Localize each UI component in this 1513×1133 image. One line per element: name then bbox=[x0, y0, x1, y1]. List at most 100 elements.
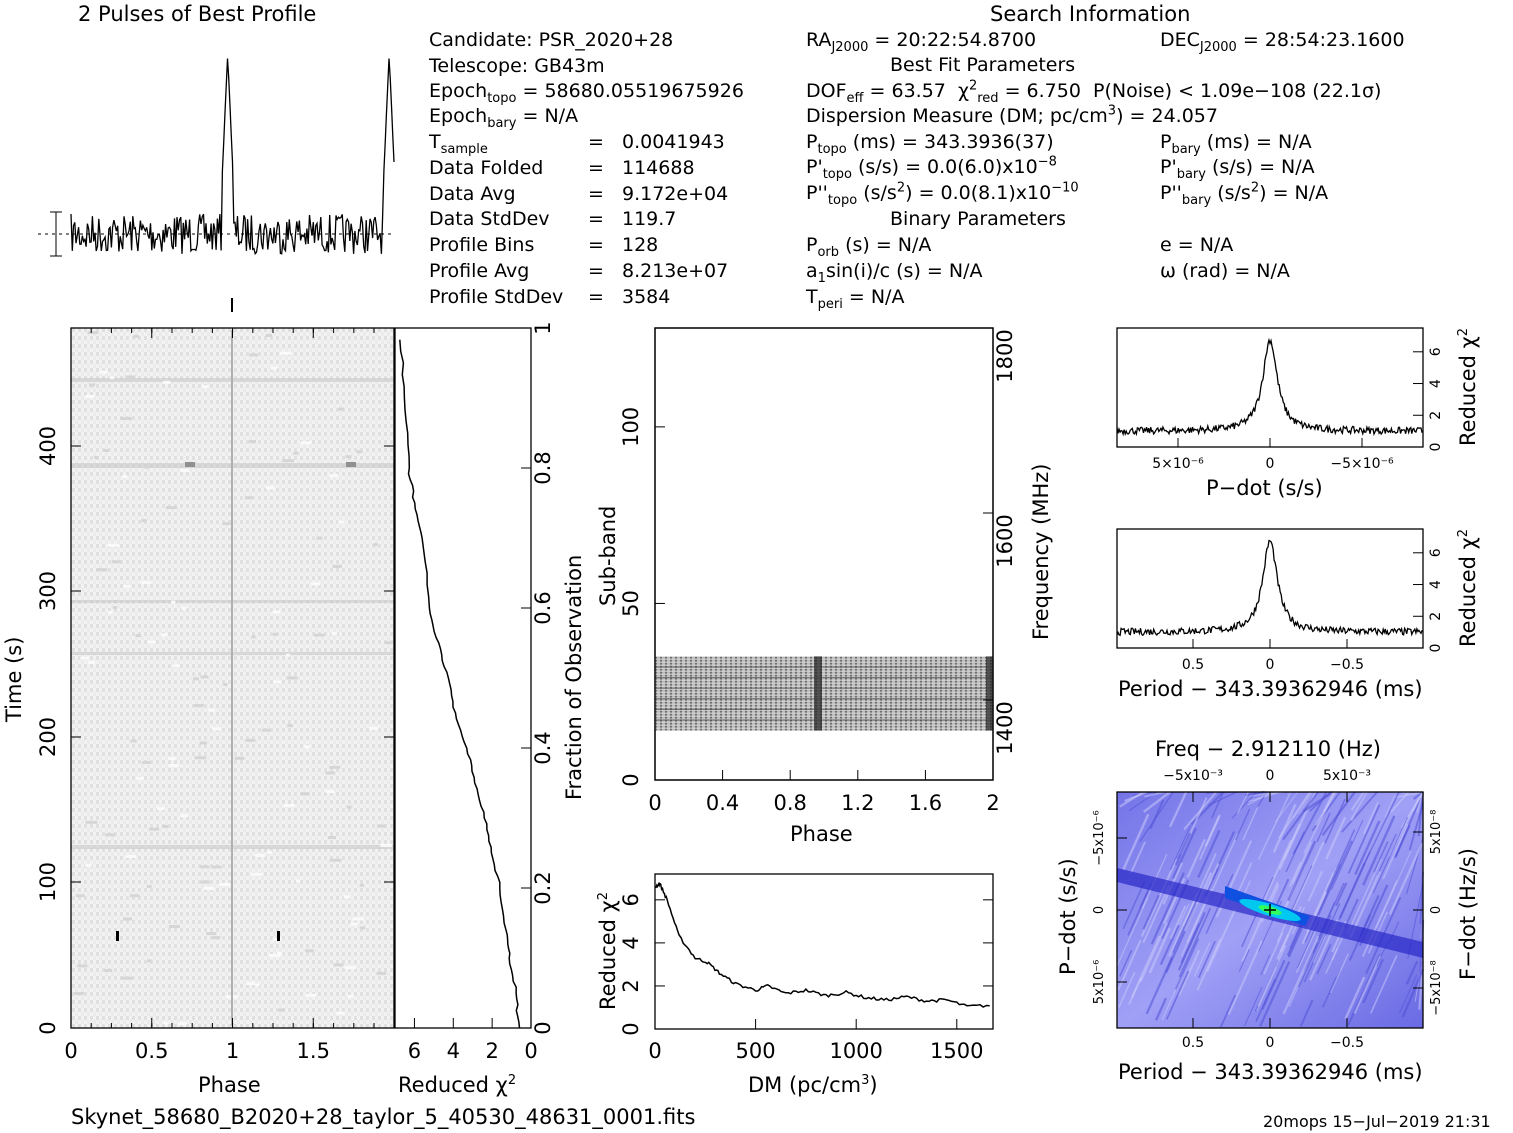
redchi-y-tick: 0 bbox=[1428, 443, 1444, 452]
ecc-line: e = N/A bbox=[1160, 234, 1234, 256]
pdot-ylabel: Reduced χ2 bbox=[1456, 327, 1480, 446]
tp-y-tick: 400 bbox=[36, 426, 60, 466]
candidate-line: Candidate: PSR_2020+28 bbox=[429, 29, 674, 51]
a1-line: a1sin(i)/c (s) = N/A bbox=[806, 260, 983, 286]
candidate-row: Tsample bbox=[429, 131, 488, 157]
pdtopo-line: P'topo (s/s) = 0.0(6.0)x10−8 bbox=[806, 154, 1057, 182]
search-title: Search Information bbox=[990, 2, 1191, 26]
dm-y-tick: 4 bbox=[619, 936, 643, 949]
chi2-time-curve bbox=[399, 339, 521, 1029]
dm-y-tick: 6 bbox=[619, 893, 643, 906]
subband-y-tick: 0 bbox=[619, 773, 643, 786]
subband-x-tick: 0.8 bbox=[773, 791, 806, 815]
period-x-tick: 0.5 bbox=[1182, 657, 1204, 673]
period-curve bbox=[1116, 539, 1424, 637]
chi-time-x-tick: 2 bbox=[485, 1039, 498, 1063]
fraction-y-tick: 0 bbox=[531, 1021, 555, 1034]
tperi-line: Tperi = N/A bbox=[806, 286, 905, 312]
pdot-x-tick: 5×10⁻⁶ bbox=[1152, 456, 1204, 472]
frequency-tick: 1800 bbox=[993, 329, 1017, 382]
dm-x-tick: 0 bbox=[648, 1039, 661, 1063]
subband-x-tick: 0.4 bbox=[706, 791, 739, 815]
tp-y-tick: 200 bbox=[36, 717, 60, 757]
period-x-tick: 0 bbox=[1266, 657, 1275, 673]
redchi-y-tick: 6 bbox=[1428, 347, 1444, 356]
redchi-y-tick: 2 bbox=[1428, 411, 1444, 420]
dec-line: DECJ2000 = 28:54:23.1600 bbox=[1160, 29, 1405, 55]
redchi-y-tick: 4 bbox=[1428, 379, 1444, 388]
fraction-y-tick: 0.4 bbox=[531, 731, 555, 764]
frequency-tick: 1600 bbox=[993, 514, 1017, 567]
plane-y-tick: 0 bbox=[1092, 906, 1107, 914]
chi-time-x-tick: 4 bbox=[447, 1039, 460, 1063]
dm-plot: 0 500 1000 1500 0 2 4 6 bbox=[619, 873, 994, 1063]
subband-x-tick: 0 bbox=[648, 791, 661, 815]
candidate-row-value: 128 bbox=[622, 234, 659, 257]
candidate-row-eq: = bbox=[588, 131, 604, 153]
plane-xlabel: Period − 343.39362946 (ms) bbox=[1118, 1060, 1423, 1084]
subband-x-tick: 1.6 bbox=[909, 791, 942, 815]
candidate-row-eq: = bbox=[588, 260, 604, 282]
candidate-row: Profile StdDev bbox=[429, 285, 564, 308]
candidate-row: Data StdDev bbox=[429, 208, 550, 231]
redchi-y-tick: 6 bbox=[1428, 548, 1444, 557]
tp-x-tick: 0 bbox=[64, 1039, 77, 1063]
tp-y-tick: 300 bbox=[36, 571, 60, 611]
fraction-y-tick: 0.8 bbox=[531, 451, 555, 484]
chi-time-xlabel: Reduced χ2 bbox=[398, 1073, 517, 1097]
candidate-row-value: 119.7 bbox=[622, 208, 677, 231]
dm-ylabel: Reduced χ2 bbox=[596, 891, 620, 1010]
omega-line: ω (rad) = N/A bbox=[1160, 260, 1290, 282]
dm-x-tick: 1500 bbox=[930, 1039, 983, 1063]
dm-y-tick: 2 bbox=[619, 979, 643, 992]
subband-plot: 0 0.4 0.8 1.2 1.6 2 0 50 100 1400 1600 1800 bbox=[619, 327, 1017, 815]
candidate-row: Profile Bins bbox=[429, 234, 535, 257]
p-pdot-plane: −5x10⁻³ 0 5x10⁻³ 0.5 0 −0.5 −5x10⁻⁶ 0 5x10⁻⁶ 5x10… bbox=[1092, 768, 1444, 1051]
chi2-time-plot: 6 4 2 0 0 0.2 0.4 0.6 0.8 1 bbox=[394, 321, 555, 1063]
dm-curve bbox=[654, 881, 990, 1008]
plane-top-tick: 5x10⁻³ bbox=[1323, 768, 1371, 784]
fraction-label: Fraction of Observation bbox=[562, 554, 586, 800]
candidate-row-eq: = bbox=[588, 234, 604, 257]
tp-x-tick: 1.5 bbox=[297, 1039, 330, 1063]
plane-x-tick: −0.5 bbox=[1330, 1035, 1364, 1051]
plane-x-tick: 0 bbox=[1266, 1035, 1275, 1051]
profile-curve bbox=[70, 58, 395, 256]
ra-line: RAJ2000 = 20:22:54.8700 bbox=[806, 29, 1037, 55]
plane-top-tick: −5x10⁻³ bbox=[1163, 768, 1223, 784]
dof-line: DOFeff = 63.57 χ2red = 6.750 P(Noise) < … bbox=[806, 78, 1382, 106]
time-phase-plot: 0 0.5 1 1.5 0 100 200 300 400 bbox=[36, 327, 395, 1063]
plane-x-tick: 0.5 bbox=[1182, 1035, 1204, 1051]
tp-x-tick: 0.5 bbox=[135, 1039, 168, 1063]
period-x-tick: −0.5 bbox=[1330, 657, 1364, 673]
tp-x-tick: 1 bbox=[226, 1039, 239, 1063]
epoch-topo-line: Epochtopo = 58680.05519675926 bbox=[429, 80, 744, 106]
pdot-curve bbox=[1116, 337, 1424, 437]
pddtopo-line: P''topo (s/s2) = 0.0(8.1)x10−10 bbox=[806, 180, 1079, 208]
fraction-y-tick: 0.2 bbox=[531, 871, 555, 904]
frequency-label: Frequency (MHz) bbox=[1029, 463, 1053, 640]
plane-y2-tick: −5x10⁻⁸ bbox=[1429, 960, 1444, 1015]
plane-y-tick: 5x10⁻⁶ bbox=[1092, 960, 1107, 1005]
pdot-xlabel: P−dot (s/s) bbox=[1206, 476, 1323, 500]
candidate-row: Data Folded bbox=[429, 156, 544, 179]
chi-time-x-tick: 0 bbox=[524, 1039, 537, 1063]
plane-ylabel: P−dot (s/s) bbox=[1056, 858, 1080, 975]
footer-stamp: 20mops 15−Jul−2019 21:31 bbox=[1263, 1112, 1491, 1131]
dm-line: Dispersion Measure (DM; pc/cm3) = 24.057 bbox=[806, 103, 1218, 127]
profile-title: 2 Pulses of Best Profile bbox=[78, 2, 317, 26]
dm-x-tick: 500 bbox=[736, 1039, 776, 1063]
candidate-row-value: 9.172e+04 bbox=[622, 182, 729, 205]
candidate-row-value: 3584 bbox=[622, 285, 671, 308]
dm-x-tick: 1000 bbox=[829, 1039, 882, 1063]
tp-y-tick: 0 bbox=[36, 1021, 60, 1034]
tp-ylabel: Time (s) bbox=[2, 636, 26, 722]
chi-time-x-tick: 6 bbox=[408, 1039, 421, 1063]
plane-y-tick: −5x10⁻⁶ bbox=[1092, 810, 1107, 865]
period-plot: 0.5 0 −0.5 0 2 4 6 bbox=[1116, 528, 1444, 673]
plane-y2-tick: 0 bbox=[1429, 906, 1444, 914]
subband-x-tick: 2 bbox=[986, 791, 999, 815]
redchi-y-tick: 2 bbox=[1428, 612, 1444, 621]
freq-title: Freq − 2.912110 (Hz) bbox=[1155, 737, 1381, 761]
